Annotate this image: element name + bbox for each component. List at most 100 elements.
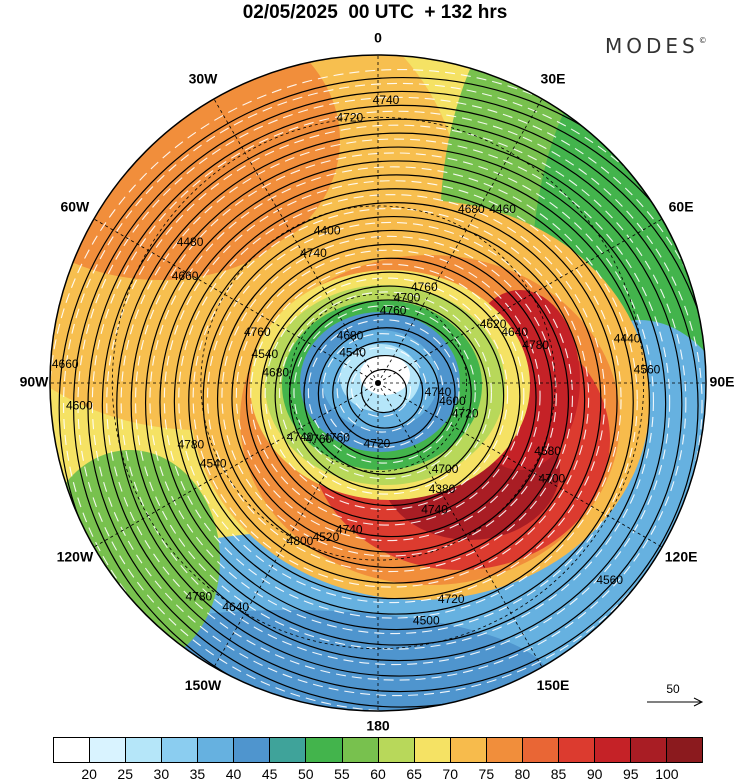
height-contour: [72, 90, 706, 711]
contour-label: 4780: [522, 338, 549, 352]
wind-streamline: [77, 96, 706, 711]
longitude-label: 90W: [20, 374, 50, 390]
contour-label: 4740: [287, 430, 314, 444]
contour-label: 4380: [429, 482, 456, 496]
colorbar-cell: [234, 738, 271, 762]
height-contour: [317, 327, 456, 460]
contour-label: 4700: [394, 290, 421, 304]
wind-streamline: [63, 82, 706, 711]
meridian-line: [93, 218, 379, 384]
colorbar-tick: 70: [442, 766, 459, 782]
meridian-line: [213, 98, 379, 384]
colorbar-tick: 20: [81, 766, 97, 782]
longitude-labels: 0 30E 60E 90E 120E 150E 180 150W 120W 90W 60W 30W: [20, 30, 735, 734]
contour-label: 4780: [186, 589, 213, 603]
colorbar-cell: [378, 738, 415, 762]
height-contour: [188, 202, 602, 600]
height-contour: [245, 257, 537, 538]
meridian-line: [93, 382, 379, 548]
longitude-label: 0: [374, 30, 382, 46]
contour-label: 4640: [501, 325, 528, 339]
colorbar: [53, 737, 703, 763]
wind-streamline: [322, 333, 444, 449]
colorbar-tick: 75: [478, 766, 495, 782]
contour-label: 4720: [364, 436, 391, 450]
contour-label: 4500: [413, 614, 440, 628]
contour-label: 4660: [52, 357, 79, 371]
contour-label: 4720: [438, 592, 465, 606]
contour-label: 4660: [172, 269, 199, 283]
wind-streamline: [149, 166, 638, 635]
contour-label: 4540: [252, 347, 279, 361]
wind-streamline: [221, 235, 557, 557]
height-contour: [159, 174, 634, 631]
lat-lon-grid: [50, 55, 706, 711]
longitude-label: 30E: [541, 71, 566, 87]
height-contour: [130, 146, 667, 662]
colorbar-tick: 80: [514, 766, 531, 782]
height-contour: [116, 132, 683, 677]
colorbar-cell: [558, 738, 595, 762]
brand-name: MODES: [605, 34, 699, 58]
longitude-label: 150W: [185, 677, 222, 693]
contour-label: 4740: [373, 93, 400, 107]
colorbar-tick: 65: [406, 766, 422, 782]
contour-label: 4620: [480, 317, 507, 331]
colorbar-tick: 45: [261, 766, 278, 782]
contour-label: 4600: [66, 399, 93, 413]
colorbar-cell: [594, 738, 631, 762]
contour-label: 4680: [337, 329, 364, 343]
longitude-label: 120E: [665, 549, 698, 565]
colorbar-cell: [631, 738, 668, 762]
contour-label: 4760: [411, 280, 438, 294]
height-contour: [260, 271, 521, 522]
height-contour: [87, 104, 706, 708]
contour-label: 4480: [177, 235, 204, 249]
contour-label: 4680: [262, 366, 289, 380]
wind-streamline: [250, 263, 525, 526]
height-contour: [303, 313, 472, 476]
height-contour: [173, 188, 618, 615]
contour-label: 4540: [339, 345, 366, 359]
colorbar-cell: [667, 738, 703, 762]
contour-label: 4520: [313, 530, 340, 544]
north-pole-dot: [375, 380, 381, 386]
wind-streamline: [207, 221, 573, 573]
longitude-label: 60W: [60, 199, 90, 215]
contour-label: 4600: [439, 394, 466, 408]
colorbar-cell: [414, 738, 451, 762]
contour-label: 4760: [323, 430, 350, 444]
height-contour: [58, 76, 706, 711]
contour-label: 4560: [634, 362, 661, 376]
contour-label: 4740: [336, 522, 363, 536]
longitude-label: 60E: [669, 199, 694, 215]
wind-streamline: [307, 319, 460, 464]
contour-label: 4740: [421, 503, 448, 517]
longitude-label: 90E: [710, 374, 735, 390]
colorbar-cell: [198, 738, 235, 762]
brand-logo: MODES©: [605, 34, 707, 58]
meridian-line: [213, 382, 379, 668]
colorbar-cell: [270, 738, 307, 762]
height-contour: [101, 118, 699, 693]
longitude-label: 150E: [537, 677, 570, 693]
longitude-label: 180: [366, 718, 390, 734]
contour-label: 4580: [534, 444, 561, 458]
colorbar-cell: [522, 738, 559, 762]
height-contour: [274, 285, 505, 507]
wind-streamline: [91, 110, 703, 697]
height-contour: [216, 229, 570, 569]
colorbar-tick: 85: [550, 766, 567, 782]
contour-label: 4720: [452, 406, 479, 420]
contour-label: 4640: [222, 600, 249, 614]
wind-streamline: [50, 68, 706, 711]
reference-arrow-icon: [647, 697, 704, 707]
wind-streamline: [279, 291, 492, 495]
colorbar-cell: [54, 738, 91, 762]
longitude-label: 120W: [57, 549, 94, 565]
contour-label: 4560: [596, 573, 623, 587]
colorbar-tick: 60: [370, 766, 386, 782]
colorbar-cell: [306, 738, 343, 762]
wind-streamline: [351, 360, 411, 418]
